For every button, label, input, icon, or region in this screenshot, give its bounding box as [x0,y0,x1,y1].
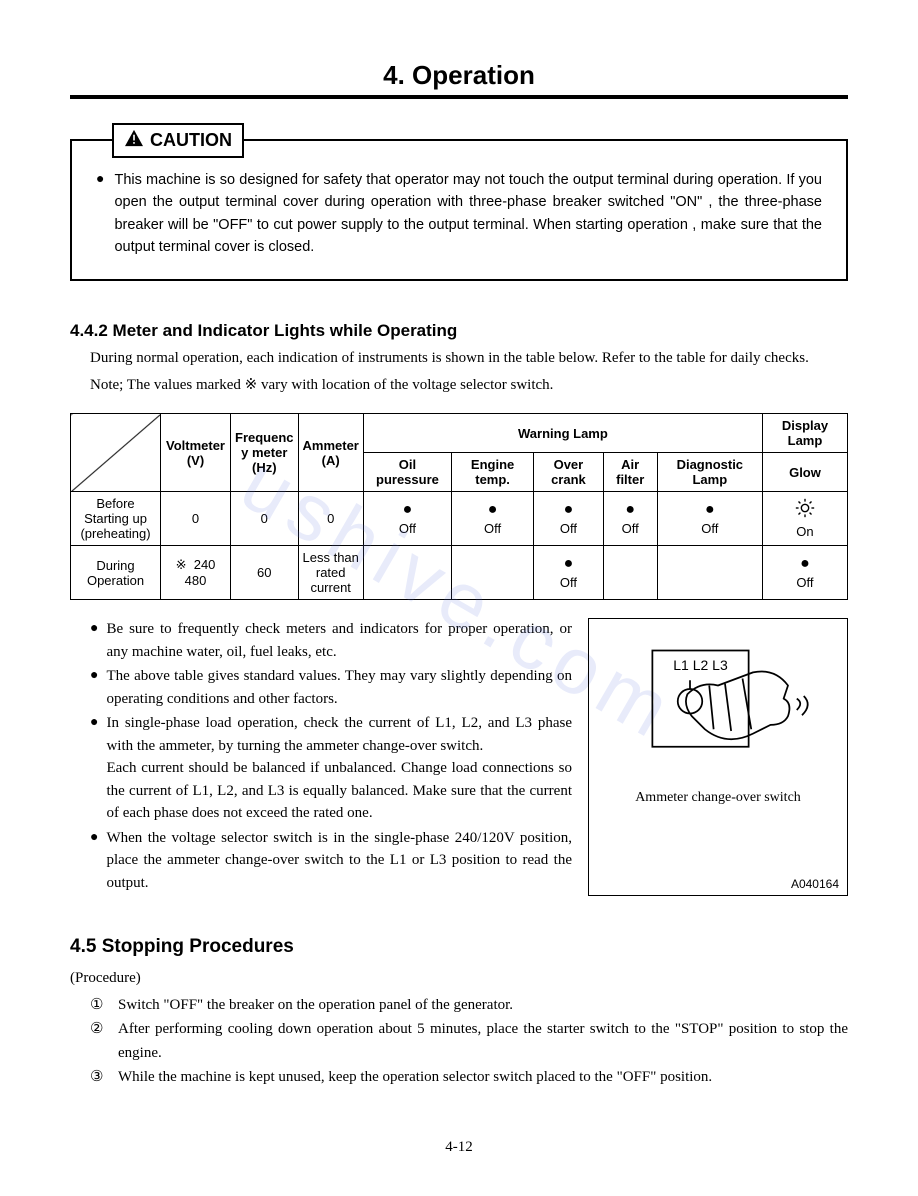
table-corner [71,414,161,492]
bullet-icon: ● [90,665,98,710]
chapter-title: 4. Operation [70,60,848,91]
row1-over: ●Off [534,546,604,600]
figure-ammeter-switch: L1 L2 L3 Ammeter change-over switch A040… [588,618,848,896]
row1-air [603,546,657,600]
figure-code: A040164 [791,877,839,891]
row1-engine [452,546,534,600]
procedure-label: (Procedure) [70,970,848,987]
th-freq: Frequenc y meter (Hz) [231,414,299,492]
row1-label: During Operation [71,546,161,600]
sec442-p2: Note; The values marked ※ vary with loca… [90,374,848,397]
th-glow: Glow [762,453,847,492]
subsection-442-heading: 4.4.2 Meter and Indicator Lights while O… [70,321,848,341]
table-row: Before Starting up (preheating) 0 0 0 ●O… [71,492,848,546]
step-3: While the machine is kept unused, keep t… [118,1065,712,1089]
th-over: Over crank [534,453,604,492]
caution-label-text: CAUTION [150,130,232,151]
caution-label: CAUTION [112,123,244,158]
warning-icon [124,129,144,152]
note-2: The above table gives standard values. T… [106,665,572,710]
row0-engine: ●Off [452,492,534,546]
caution-text: This machine is so designed for safety t… [114,169,822,259]
step-2: After performing cooling down operation … [118,1017,848,1065]
title-rule [70,95,848,99]
step-1: Switch "OFF" the breaker on the operatio… [118,993,513,1017]
note-3: In single-phase load operation, check th… [106,712,572,825]
th-display-lamp: Display Lamp [762,414,847,453]
th-ammeter: Ammeter (A) [298,414,363,492]
circled-number-3: ③ [90,1065,110,1089]
row0-oil: ●Off [363,492,451,546]
th-engine: Engine temp. [452,453,534,492]
bullet-icon: ● [90,827,98,895]
bullet-icon: ● [90,712,98,825]
page-number: 4-12 [70,1139,848,1156]
sun-icon [794,507,816,522]
ammeter-switch-illustration: L1 L2 L3 [608,633,828,773]
sec442-p1: During normal operation, each indication… [90,347,848,370]
table-row: During Operation ※ 240 480 60 Less than … [71,546,848,600]
bullet-icon: ● [96,169,104,259]
row0-label: Before Starting up (preheating) [71,492,161,546]
row0-over: ●Off [534,492,604,546]
th-airfilter: Air filter [603,453,657,492]
th-oil: Oil puressure [363,453,451,492]
row1-freq: 60 [231,546,299,600]
row0-freq: 0 [231,492,299,546]
caution-box: CAUTION ● This machine is so designed fo… [70,139,848,281]
circled-number-2: ② [90,1017,110,1065]
row0-glow: On [762,492,847,546]
row0-ammeter: 0 [298,492,363,546]
row1-oil [363,546,451,600]
row0-diag: ●Off [657,492,762,546]
row0-air: ●Off [603,492,657,546]
section-45-heading: 4.5 Stopping Procedures [70,936,848,958]
figure-caption: Ammeter change-over switch [599,790,837,806]
note-1: Be sure to frequently check meters and i… [106,618,572,663]
meter-indicator-table: Voltmeter (V) Frequenc y meter (Hz) Amme… [70,413,848,600]
row1-ammeter: Less than rated current [298,546,363,600]
row1-voltmeter: ※ 240 480 [161,546,231,600]
note-4: When the voltage selector switch is in t… [106,827,572,895]
th-voltmeter: Voltmeter (V) [161,414,231,492]
row0-voltmeter: 0 [161,492,231,546]
th-diag: Diagnostic Lamp [657,453,762,492]
circled-number-1: ① [90,993,110,1017]
th-warning-lamp: Warning Lamp [363,414,762,453]
row1-diag [657,546,762,600]
switch-l1l2l3-text: L1 L2 L3 [673,657,728,673]
bullet-icon: ● [90,618,98,663]
row1-glow: ●Off [762,546,847,600]
notes-column: ●Be sure to frequently check meters and … [90,618,572,896]
